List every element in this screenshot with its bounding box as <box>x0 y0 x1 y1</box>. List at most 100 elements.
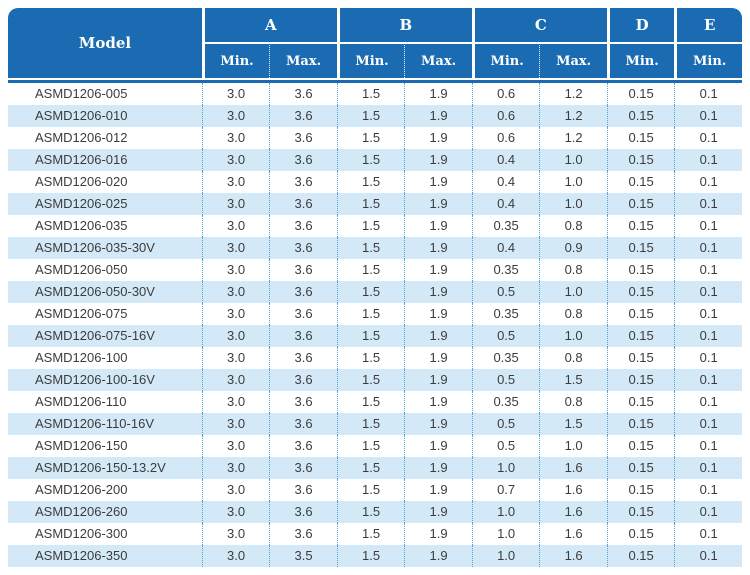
value-cell: 0.5 <box>471 281 540 303</box>
table-row: ASMD1206-150 3.0 3.6 1.5 1.9 0.5 1.0 0.15 0.1 <box>8 435 742 457</box>
value-cell: 0.6 <box>471 83 540 105</box>
value-cell: 0.4 <box>471 193 540 215</box>
value-cell: 1.5 <box>336 413 405 435</box>
value-cell: 1.0 <box>539 171 607 193</box>
model-cell: ASMD1206-350 <box>8 545 202 567</box>
value-cell: 0.1 <box>674 413 742 435</box>
model-cell: ASMD1206-110-16V <box>8 413 202 435</box>
value-cell: 1.5 <box>336 171 405 193</box>
table-row: ASMD1206-260 3.0 3.6 1.5 1.9 1.0 1.6 0.15 0.1 <box>8 501 742 523</box>
value-cell: 0.4 <box>471 237 540 259</box>
table-row: ASMD1206-025 3.0 3.6 1.5 1.9 0.4 1.0 0.15 0.1 <box>8 193 742 215</box>
table-row: ASMD1206-035 3.0 3.6 1.5 1.9 0.35 0.8 0.15 0.1 <box>8 215 742 237</box>
value-cell: 1.9 <box>404 303 472 325</box>
value-cell: 1.5 <box>336 325 405 347</box>
value-cell: 0.35 <box>471 347 540 369</box>
value-cell: 3.0 <box>201 303 270 325</box>
value-cell: 3.0 <box>201 325 270 347</box>
value-cell: 3.6 <box>269 193 337 215</box>
subheader-a-min: Min. <box>201 42 270 78</box>
value-cell: 3.0 <box>201 149 270 171</box>
value-cell: 1.9 <box>404 391 472 413</box>
model-cell: ASMD1206-110 <box>8 391 202 413</box>
model-cell: ASMD1206-012 <box>8 127 202 149</box>
value-cell: 3.0 <box>201 193 270 215</box>
value-cell: 3.0 <box>201 479 270 501</box>
subheader-c-min: Min. <box>471 42 540 78</box>
value-cell: 0.5 <box>471 325 540 347</box>
value-cell: 1.0 <box>539 149 607 171</box>
value-cell: 3.0 <box>201 171 270 193</box>
value-cell: 1.5 <box>336 281 405 303</box>
value-cell: 3.6 <box>269 413 337 435</box>
value-cell: 0.15 <box>606 391 675 413</box>
value-cell: 1.5 <box>336 83 405 105</box>
value-cell: 1.0 <box>471 545 540 567</box>
column-header-a: A <box>201 8 337 42</box>
table-row: ASMD1206-020 3.0 3.6 1.5 1.9 0.4 1.0 0.15 0.1 <box>8 171 742 193</box>
model-cell: ASMD1206-200 <box>8 479 202 501</box>
value-cell: 1.2 <box>539 127 607 149</box>
value-cell: 3.0 <box>201 105 270 127</box>
value-cell: 0.1 <box>674 457 742 479</box>
value-cell: 1.9 <box>404 413 472 435</box>
value-cell: 1.5 <box>336 523 405 545</box>
value-cell: 0.1 <box>674 347 742 369</box>
value-cell: 3.0 <box>201 457 270 479</box>
value-cell: 0.5 <box>471 369 540 391</box>
value-cell: 1.9 <box>404 325 472 347</box>
table-row: ASMD1206-110 3.0 3.6 1.5 1.9 0.35 0.8 0.15 0.1 <box>8 391 742 413</box>
value-cell: 1.9 <box>404 193 472 215</box>
value-cell: 1.2 <box>539 105 607 127</box>
value-cell: 3.6 <box>269 369 337 391</box>
value-cell: 0.6 <box>471 127 540 149</box>
value-cell: 1.5 <box>336 193 405 215</box>
value-cell: 1.9 <box>404 435 472 457</box>
value-cell: 0.8 <box>539 215 607 237</box>
value-cell: 0.1 <box>674 391 742 413</box>
value-cell: 3.0 <box>201 347 270 369</box>
subheader-e-min: Min. <box>674 42 742 78</box>
value-cell: 0.1 <box>674 545 742 567</box>
value-cell: 3.6 <box>269 171 337 193</box>
value-cell: 0.1 <box>674 281 742 303</box>
value-cell: 3.0 <box>201 523 270 545</box>
value-cell: 0.1 <box>674 105 742 127</box>
table-row: ASMD1206-200 3.0 3.6 1.5 1.9 0.7 1.6 0.15 0.1 <box>8 479 742 501</box>
value-cell: 0.1 <box>674 325 742 347</box>
value-cell: 0.15 <box>606 545 675 567</box>
value-cell: 1.9 <box>404 347 472 369</box>
subheader-c-max: Max. <box>539 42 607 78</box>
value-cell: 0.15 <box>606 435 675 457</box>
value-cell: 1.5 <box>336 259 405 281</box>
value-cell: 0.1 <box>674 369 742 391</box>
value-cell: 0.1 <box>674 435 742 457</box>
value-cell: 0.4 <box>471 171 540 193</box>
value-cell: 0.1 <box>674 127 742 149</box>
model-cell: ASMD1206-035-30V <box>8 237 202 259</box>
value-cell: 0.15 <box>606 215 675 237</box>
value-cell: 1.0 <box>539 281 607 303</box>
value-cell: 0.1 <box>674 215 742 237</box>
subheader-a-max: Max. <box>269 42 337 78</box>
subheader-b-min: Min. <box>336 42 405 78</box>
value-cell: 0.15 <box>606 149 675 171</box>
value-cell: 3.6 <box>269 237 337 259</box>
value-cell: 3.6 <box>269 501 337 523</box>
value-cell: 3.0 <box>201 215 270 237</box>
value-cell: 3.6 <box>269 435 337 457</box>
column-header-d: D <box>606 8 675 42</box>
value-cell: 3.6 <box>269 303 337 325</box>
value-cell: 1.0 <box>471 457 540 479</box>
table-row: ASMD1206-150-13.2V 3.0 3.6 1.5 1.9 1.0 1.6 0.15… <box>8 457 742 479</box>
value-cell: 1.9 <box>404 127 472 149</box>
value-cell: 3.0 <box>201 127 270 149</box>
value-cell: 0.15 <box>606 325 675 347</box>
subheader-d-min: Min. <box>606 42 675 78</box>
value-cell: 3.6 <box>269 281 337 303</box>
header-bottom-bar <box>8 78 742 83</box>
value-cell: 1.5 <box>336 105 405 127</box>
value-cell: 3.6 <box>269 127 337 149</box>
table-row: ASMD1206-350 3.0 3.5 1.5 1.9 1.0 1.6 0.15 0.1 <box>8 545 742 567</box>
value-cell: 0.1 <box>674 501 742 523</box>
